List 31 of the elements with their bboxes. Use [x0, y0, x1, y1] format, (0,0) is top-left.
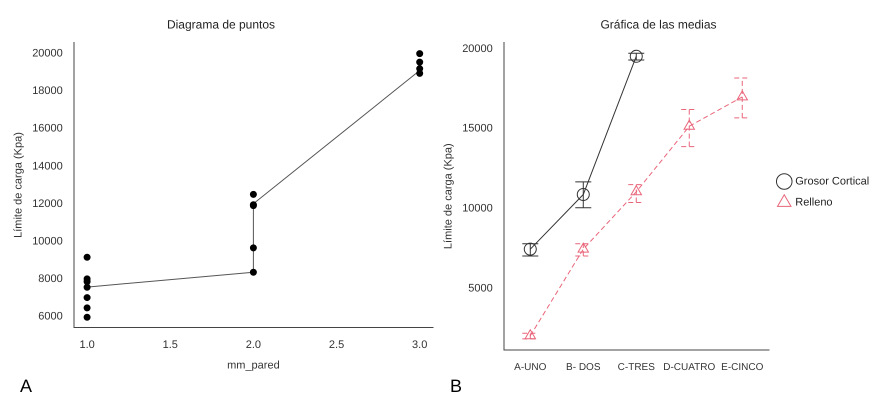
y-tick-label: 10000 [462, 202, 493, 215]
y-axis-title: Límite de carga (Kpa) [442, 143, 455, 250]
legend-label: Grosor Cortical [795, 176, 870, 188]
chart-title: Diagrama de puntos [166, 18, 276, 32]
y-tick-label: 14000 [32, 160, 63, 172]
y-tick-label: 12000 [32, 198, 63, 210]
y-tick-label: 20000 [462, 42, 493, 55]
x-tick-label: 2.0 [246, 339, 262, 352]
y-tick-label: 18000 [32, 85, 63, 98]
x-tick-label: 2.5 [328, 339, 344, 352]
x-tick-label: 1.5 [162, 339, 178, 352]
x-tick-label: E-CINCO [721, 362, 764, 373]
x-tick-label: C-TRES [618, 362, 656, 373]
x-tick-label: 1.0 [79, 339, 95, 352]
y-tick-label: 16000 [32, 122, 63, 135]
x-axis-title: mm_pared [227, 359, 280, 372]
y-tick-label: 6000 [38, 310, 63, 322]
x-tick-label: 3.0 [412, 339, 428, 352]
y-tick-label: 15000 [462, 122, 493, 135]
chart-title: Gráfica de las medias [600, 18, 717, 32]
text: B [449, 376, 464, 398]
y-tick-label: 10000 [32, 235, 63, 248]
y-tick-label: 20000 [32, 48, 63, 60]
legend-label: Relleno [795, 196, 833, 209]
x-tick-label: B- DOS [566, 362, 601, 373]
y-tick-label: 8000 [38, 272, 63, 285]
y-axis-title: Límite de carga (Kpa) [12, 132, 25, 238]
x-tick-label: A-UNO [514, 362, 547, 373]
x-tick-label: D-CUATRO [663, 362, 716, 373]
text: A [19, 376, 34, 398]
y-tick-label: 5000 [468, 282, 493, 295]
